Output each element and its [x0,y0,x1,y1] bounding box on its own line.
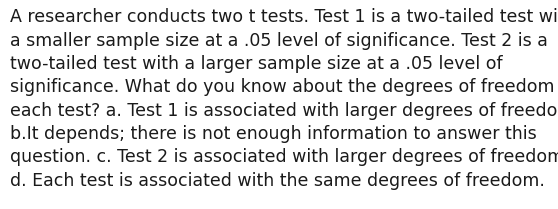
Text: A researcher conducts two t tests. Test 1 is a two-tailed test with
a smaller sa: A researcher conducts two t tests. Test … [10,8,558,190]
